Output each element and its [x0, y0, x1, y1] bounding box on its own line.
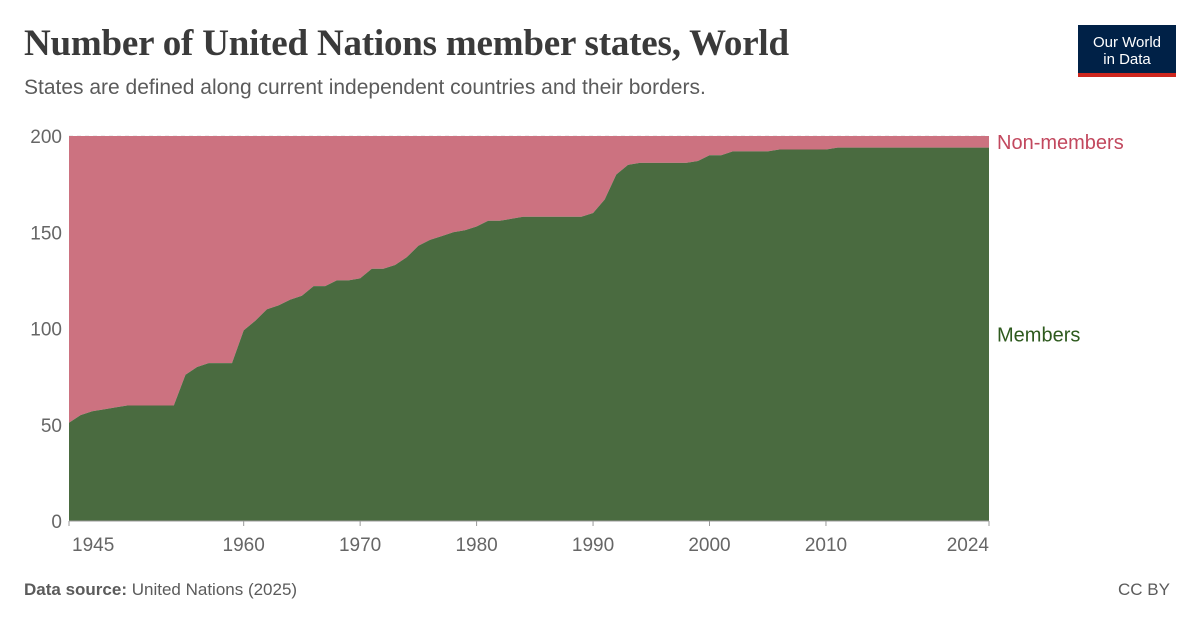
data-source-label: Data source:	[24, 580, 127, 599]
y-tick-label: 200	[30, 127, 62, 148]
owid-logo[interactable]: Our World in Data	[1078, 25, 1176, 77]
y-tick-label: 50	[41, 416, 62, 437]
x-tick-label: 1980	[455, 535, 497, 556]
x-tick-label: 1945	[72, 535, 114, 556]
x-tick-label: 1990	[572, 535, 614, 556]
area-non-members[interactable]	[69, 136, 989, 423]
page-subtitle: States are defined along current indepen…	[24, 76, 706, 99]
x-tick-label: 2000	[688, 535, 730, 556]
legend-label-members[interactable]: Members	[997, 324, 1080, 346]
data-source-value[interactable]: United Nations (2025)	[131, 580, 298, 599]
page-title: Number of United Nations member states, …	[24, 23, 789, 64]
logo-line-2: in Data	[1103, 51, 1151, 68]
axis-layer: 0 50 100 150 200 1945 1960 1970 1980 1990 2000 2010…	[30, 127, 990, 556]
legend-label-non-members[interactable]: Non-members	[997, 132, 1124, 154]
y-tick-label: 0	[51, 512, 62, 533]
x-tick-label: 2024	[947, 535, 990, 556]
y-tick-label: 100	[30, 320, 62, 341]
x-tick-label: 1960	[223, 535, 265, 556]
legend-layer: Non-members Members	[997, 132, 1124, 347]
license-label[interactable]: CC BY	[1118, 580, 1170, 599]
area-members[interactable]	[69, 147, 989, 521]
area-layer	[69, 136, 989, 521]
logo-line-1: Our World	[1092, 34, 1162, 51]
x-tick-label: 2010	[805, 535, 847, 556]
data-source: Data source: United Nations (2025)	[24, 580, 297, 600]
x-tick-label: 1970	[339, 535, 381, 556]
stacked-area-chart: 0 50 100 150 200 1945 1960 1970 1980 1990 2000 2010…	[30, 127, 1124, 556]
y-tick-label: 150	[30, 223, 62, 244]
